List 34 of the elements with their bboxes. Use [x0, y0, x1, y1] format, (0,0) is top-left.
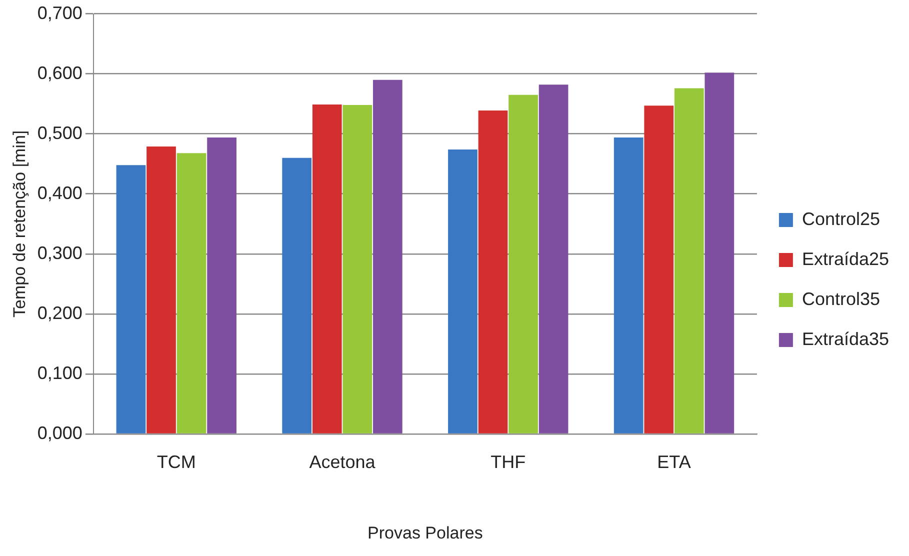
bar — [448, 149, 478, 434]
x-tick-label: ETA — [657, 452, 691, 472]
y-tick-label: 0,400 — [37, 182, 82, 203]
y-tick-label: 0,100 — [37, 362, 82, 383]
bar — [176, 153, 206, 434]
bar — [704, 72, 734, 434]
bar — [674, 88, 704, 434]
y-tick-label: 0,500 — [37, 122, 82, 143]
bar — [614, 137, 644, 434]
y-tick-label: 0,600 — [37, 62, 82, 83]
bar — [478, 110, 508, 434]
y-tick-label: 0,200 — [37, 302, 82, 323]
legend-label: Control25 — [802, 208, 880, 229]
bar — [372, 80, 402, 434]
y-tick-label: 0,300 — [37, 242, 82, 263]
x-tick-label: Acetona — [309, 452, 376, 472]
legend-label: Extraída35 — [802, 328, 890, 349]
legend-label: Control35 — [802, 288, 880, 309]
bar — [207, 137, 236, 434]
y-axis-title: Tempo de retenção [min] — [10, 130, 29, 318]
x-tick-label: TCM — [156, 452, 196, 472]
bar — [342, 105, 372, 434]
bar — [508, 94, 538, 434]
legend-label: Extraída25 — [802, 248, 890, 269]
y-tick-label: 0,000 — [37, 422, 82, 443]
bar — [146, 146, 176, 434]
bar — [116, 165, 146, 434]
bar — [644, 106, 674, 434]
bar — [538, 84, 568, 434]
bar — [312, 104, 342, 434]
x-axis-title: Provas Polares — [368, 523, 483, 542]
x-tick-label: THF — [490, 452, 526, 472]
bar — [282, 158, 312, 434]
y-tick-label: 0,700 — [37, 2, 82, 23]
